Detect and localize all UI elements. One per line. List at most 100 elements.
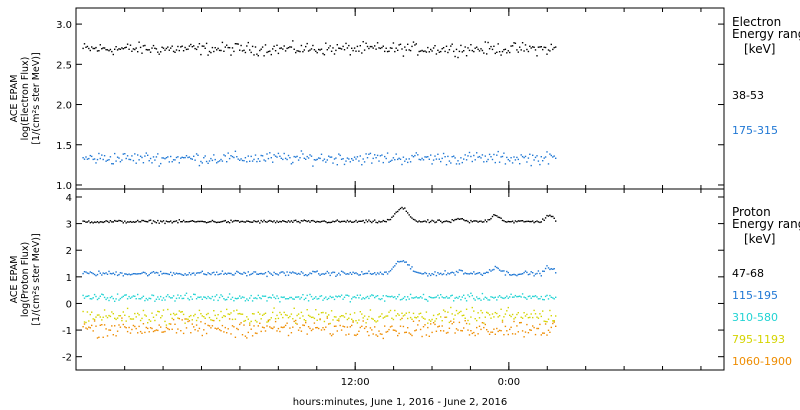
data-point — [511, 45, 514, 47]
data-point — [115, 160, 117, 162]
data-point — [425, 334, 428, 336]
data-point — [401, 163, 403, 166]
data-point — [386, 152, 389, 154]
data-point — [460, 44, 462, 47]
data-point — [552, 156, 554, 158]
data-point — [391, 268, 393, 270]
data-point — [539, 298, 541, 300]
data-point — [511, 333, 514, 335]
data-point — [205, 274, 208, 276]
data-point — [274, 318, 277, 320]
data-point — [243, 160, 245, 162]
data-point — [500, 54, 502, 56]
data-point — [520, 49, 522, 51]
data-point — [534, 295, 537, 297]
data-point — [336, 319, 338, 321]
data-point — [220, 221, 222, 223]
data-point — [88, 220, 90, 222]
data-point — [510, 221, 512, 223]
data-point — [546, 294, 548, 297]
y-axis-label: [1/(cm²s ster MeV)] — [31, 233, 42, 325]
data-point — [197, 296, 199, 298]
data-point — [154, 272, 156, 274]
data-point — [421, 157, 423, 160]
data-point — [112, 221, 114, 223]
data-point — [376, 335, 379, 337]
data-point — [292, 221, 294, 223]
data-point — [537, 46, 540, 48]
data-point — [506, 270, 508, 273]
data-point — [246, 275, 248, 277]
data-point — [517, 295, 519, 298]
data-point — [226, 298, 228, 301]
data-point — [419, 272, 422, 274]
data-point — [338, 318, 340, 320]
data-point — [412, 312, 415, 315]
data-point — [108, 314, 110, 317]
data-point — [409, 49, 412, 52]
data-point — [526, 271, 528, 274]
data-point — [236, 270, 238, 273]
data-point — [126, 330, 129, 333]
data-point — [430, 323, 432, 325]
data-point — [445, 164, 448, 166]
data-point — [246, 45, 248, 47]
data-point — [177, 45, 179, 48]
data-point — [197, 272, 199, 274]
data-point — [497, 216, 499, 218]
data-point — [200, 160, 202, 163]
data-point — [366, 331, 369, 333]
data-point — [270, 317, 272, 319]
data-point — [168, 221, 170, 223]
data-point — [322, 220, 324, 222]
data-point — [346, 326, 349, 328]
data-point — [349, 326, 351, 328]
data-point — [397, 158, 399, 161]
data-point — [250, 51, 252, 54]
data-point — [432, 322, 435, 324]
data-point — [315, 159, 317, 161]
data-point — [464, 220, 466, 222]
data-point — [488, 153, 491, 156]
data-point — [359, 220, 361, 222]
data-point — [358, 319, 360, 321]
data-point — [474, 159, 476, 161]
data-point — [546, 321, 548, 323]
data-point — [346, 157, 349, 159]
data-point — [335, 220, 337, 222]
data-point — [247, 318, 249, 320]
data-point — [287, 154, 290, 157]
data-point — [170, 220, 172, 222]
data-point — [203, 316, 205, 318]
data-point — [310, 220, 313, 222]
data-point — [384, 50, 386, 53]
data-point — [425, 156, 428, 158]
data-point — [474, 318, 476, 320]
data-point — [103, 296, 106, 299]
data-point — [171, 328, 173, 330]
data-point — [473, 220, 475, 222]
data-point — [309, 272, 311, 274]
data-point — [161, 221, 163, 223]
data-point — [256, 221, 258, 223]
data-point — [312, 316, 314, 318]
data-point — [437, 272, 439, 274]
data-point — [205, 222, 208, 224]
data-point — [302, 315, 304, 317]
data-point — [155, 222, 158, 224]
data-point — [249, 324, 251, 326]
data-point — [424, 220, 426, 222]
data-point — [240, 322, 242, 324]
data-point — [463, 219, 465, 221]
data-point — [394, 50, 396, 53]
data-point — [455, 48, 458, 51]
data-point — [516, 274, 518, 277]
data-point — [240, 220, 242, 223]
data-point — [177, 273, 179, 275]
data-point — [175, 313, 178, 315]
data-point — [432, 159, 435, 161]
data-point — [181, 297, 183, 300]
data-point — [507, 158, 509, 161]
data-point — [208, 325, 211, 327]
data-point — [309, 327, 311, 330]
